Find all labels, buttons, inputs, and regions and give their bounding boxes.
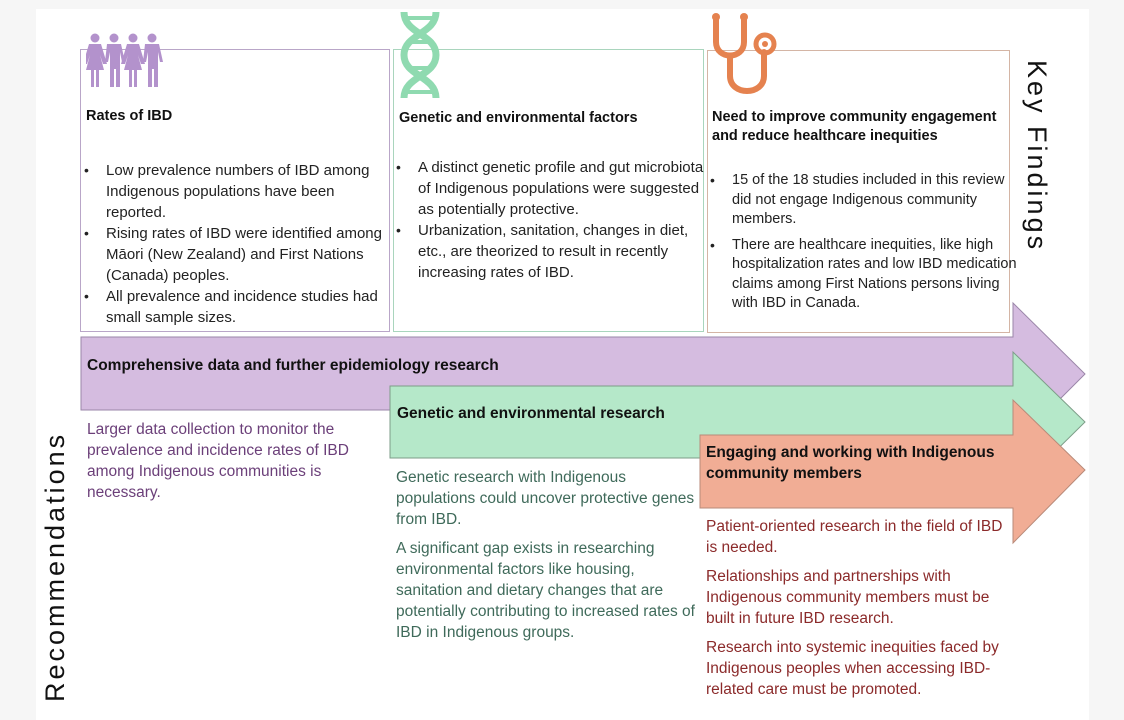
recommendation-text-epidemiology: Larger data collection to monitor the pr… <box>87 419 387 511</box>
recommendation-paragraph: Relationships and partnerships with Indi… <box>706 568 990 627</box>
recommendation-paragraph: A significant gap exists in researching … <box>396 540 695 641</box>
bullet-item: Rising rates of IBD were identified amon… <box>84 223 396 286</box>
recommendation-title-epidemiology: Comprehensive data and further epidemiol… <box>87 357 499 374</box>
bullet-item: 15 of the 18 studies included in this re… <box>710 171 1022 230</box>
stethoscope-icon <box>712 13 777 94</box>
recommendation-title-engagement: Engaging and working with Indigenous com… <box>706 444 995 482</box>
recommendations-label: Recommendations <box>40 431 70 702</box>
finding-bullets-community: 15 of the 18 studies included in this re… <box>708 171 1022 314</box>
bullet-item: A distinct genetic profile and gut micro… <box>396 157 713 220</box>
finding-bullets-genetic: A distinct genetic profile and gut micro… <box>394 157 713 283</box>
key-findings-label: Key Findings <box>1022 60 1052 253</box>
recommendation-title-genetic: Genetic and environmental research <box>397 405 665 422</box>
recommendation-paragraph: Larger data collection to monitor the pr… <box>87 421 349 501</box>
bullet-item: All prevalence and incidence studies had… <box>84 286 396 328</box>
dna-icon <box>400 12 440 98</box>
recommendation-paragraph: Genetic research with Indigenous populat… <box>396 469 695 528</box>
bullet-item: Urbanization, sanitation, changes in die… <box>396 220 713 283</box>
arrow-engagement <box>699 398 1086 545</box>
finding-title-rates: Rates of IBD <box>86 108 173 124</box>
recommendation-text-genetic: Genetic research with Indigenous populat… <box>396 467 696 651</box>
bullet-item: Low prevalence numbers of IBD among Indi… <box>84 160 396 223</box>
recommendation-paragraph: Patient-oriented research in the field o… <box>706 518 1003 556</box>
finding-title-community: Need to improve community engagement and… <box>712 109 997 144</box>
recommendation-text-engagement: Patient-oriented research in the field o… <box>706 516 1006 708</box>
people-icon <box>86 33 163 87</box>
recommendation-paragraph: Research into systemic inequities faced … <box>706 639 999 698</box>
finding-title-genetic: Genetic and environmental factors <box>399 110 638 126</box>
bullet-item: There are healthcare inequities, like hi… <box>710 236 1022 314</box>
finding-bullets-rates: Low prevalence numbers of IBD among Indi… <box>82 160 396 328</box>
